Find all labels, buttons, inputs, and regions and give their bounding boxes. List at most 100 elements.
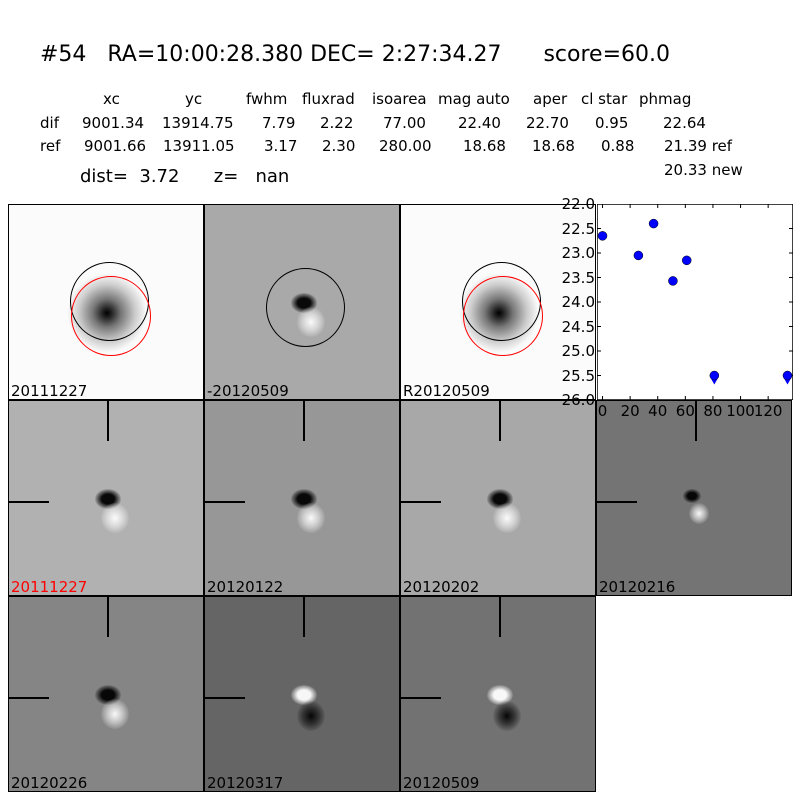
residual-lobe <box>493 503 521 533</box>
col-header-fwhm: fwhm <box>246 90 288 108</box>
residual-lobe <box>101 699 129 729</box>
ref-cl-star: 0.88 <box>601 137 635 155</box>
aperture-circle-red <box>71 276 151 356</box>
plot-frame <box>597 204 793 400</box>
data-point <box>709 370 720 381</box>
ref-xc: 9001.66 <box>84 137 147 155</box>
col-header-yc: yc <box>185 90 203 108</box>
residual-lobe <box>297 503 325 533</box>
stamp-label: 20120509 <box>403 774 480 792</box>
x-tick-label: 120 <box>753 402 783 420</box>
data-point <box>668 276 678 286</box>
image-stamp: 20120202 <box>400 400 596 596</box>
stamp-label: 20120216 <box>599 578 676 596</box>
lightcurve-plot <box>597 204 793 400</box>
image-stamp: 20111227 <box>8 400 204 596</box>
x-tick-label: 40 <box>648 402 668 420</box>
stamp-label: 20120122 <box>207 578 284 596</box>
x-tick-label: 0 <box>597 402 608 420</box>
aperture-circle-red <box>463 276 543 356</box>
stamp-label: 20111227 <box>11 382 88 400</box>
x-tick-label: 100 <box>726 402 755 420</box>
crosshair-vertical <box>107 401 109 441</box>
ref-aper: 18.68 <box>532 137 575 155</box>
data-point <box>782 370 793 381</box>
crosshair-horizontal <box>9 697 49 699</box>
image-stamp: 20120509 <box>400 596 596 792</box>
image-stamp: 20111227 <box>8 204 204 400</box>
row-label-ref: ref <box>40 137 61 155</box>
residual-lobe <box>291 685 317 705</box>
crosshair-vertical <box>303 401 305 441</box>
dif-cl-star: 0.95 <box>595 114 629 132</box>
dif-mag-auto: 22.40 <box>458 114 501 132</box>
crosshair-vertical <box>695 401 697 441</box>
col-header-cl-star: cl star <box>581 90 628 108</box>
dif-fwhm: 7.79 <box>262 114 296 132</box>
crosshair-horizontal <box>205 697 245 699</box>
data-point <box>597 231 608 241</box>
data-point <box>633 250 644 261</box>
residual-lobe <box>689 503 709 524</box>
y-tick-label: 26.0 <box>561 391 595 409</box>
y-tick-label: 25.5 <box>561 366 595 385</box>
dif-isoarea: 77.00 <box>383 114 426 132</box>
row-label-dif: dif <box>40 114 59 132</box>
y-tick-label: 25.0 <box>561 342 595 360</box>
residual-lobe <box>487 685 513 705</box>
crosshair-horizontal <box>9 501 49 503</box>
aperture-circle-black <box>266 268 345 347</box>
ref-phmag: 21.39 ref <box>664 137 733 155</box>
crosshair-horizontal <box>401 697 441 699</box>
image-stamp: 20120226 <box>8 596 204 792</box>
data-point <box>648 218 659 229</box>
crosshair-horizontal <box>401 501 441 503</box>
col-header-phmag: phmag <box>639 90 692 108</box>
x-tick-label: 60 <box>675 402 695 420</box>
data-point <box>681 255 692 266</box>
ref-fwhm: 3.17 <box>264 137 298 155</box>
image-stamp: R20120509 <box>400 204 596 400</box>
residual-lobe <box>297 701 325 731</box>
image-stamp: 20120317 <box>204 596 400 792</box>
ref-isoarea: 280.00 <box>379 137 432 155</box>
image-stamp: 20120216 <box>596 400 792 596</box>
y-tick-label: 24.0 <box>561 293 595 311</box>
crosshair-horizontal <box>597 501 637 503</box>
new-phmag: 20.33 new <box>664 161 743 179</box>
residual-lobe <box>683 489 702 503</box>
dif-yc: 13914.75 <box>162 114 234 132</box>
y-tick-label: 23.5 <box>561 268 595 287</box>
crosshair-horizontal <box>205 501 245 503</box>
col-header-isoarea: isoarea <box>372 90 427 108</box>
residual-lobe <box>493 701 521 731</box>
x-tick-label: 80 <box>703 402 723 420</box>
image-stamp: 20120122 <box>204 400 400 596</box>
crosshair-vertical <box>303 597 305 637</box>
stamp-label: 20120226 <box>11 774 88 792</box>
col-header-xc: xc <box>103 90 120 108</box>
crosshair-vertical <box>499 597 501 637</box>
stamp-label: 20120202 <box>403 578 480 596</box>
residual-lobe <box>101 503 129 533</box>
col-header-fluxrad: fluxrad <box>302 90 355 108</box>
y-tick-label: 23.0 <box>561 244 595 262</box>
ref-yc: 13911.05 <box>163 137 235 155</box>
stamp-label: R20120509 <box>403 382 490 400</box>
ref-mag-auto: 18.68 <box>463 137 506 155</box>
x-tick-label: 20 <box>620 402 640 420</box>
stamp-label: -20120509 <box>207 382 289 400</box>
dif-xc: 9001.34 <box>82 114 145 132</box>
image-stamp: -20120509 <box>204 204 400 400</box>
dif-fluxrad: 2.22 <box>320 114 354 132</box>
candidate-title: #54 RA=10:00:28.380 DEC= 2:27:34.27 scor… <box>40 42 670 67</box>
crosshair-vertical <box>499 401 501 441</box>
col-header-mag-auto: mag auto <box>438 90 510 108</box>
dist-z-line: dist= 3.72 z= nan <box>80 166 290 187</box>
ref-fluxrad: 2.30 <box>322 137 356 155</box>
dif-aper: 22.70 <box>526 114 569 132</box>
dif-phmag: 22.64 <box>663 114 706 132</box>
col-header-aper: aper <box>533 90 568 108</box>
y-tick-label: 22.0 <box>561 195 595 213</box>
